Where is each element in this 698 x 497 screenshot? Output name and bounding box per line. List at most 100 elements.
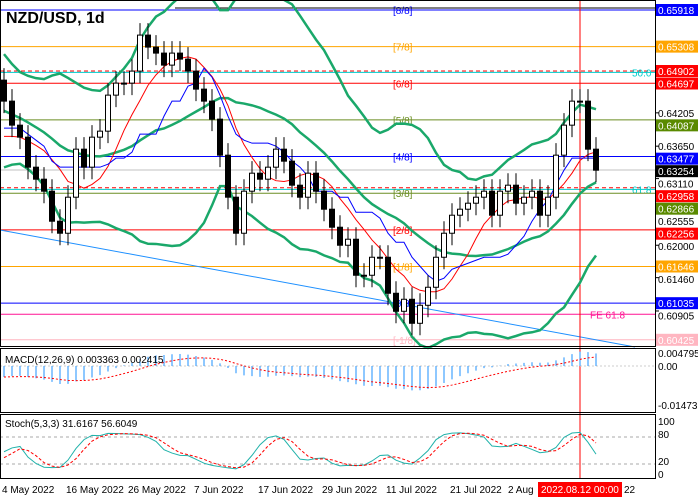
price-tag-text: 0.62958 — [658, 192, 695, 203]
candle — [297, 173, 303, 210]
candle — [49, 179, 55, 234]
candle — [89, 125, 95, 180]
candle-body — [25, 136, 31, 168]
candle-body — [145, 34, 151, 48]
candle-body — [545, 196, 551, 216]
candle — [417, 293, 423, 336]
price-tag — [656, 260, 698, 273]
candle-body — [401, 298, 407, 312]
candle-body — [441, 232, 447, 258]
bb-lower — [3, 162, 598, 350]
candle — [401, 287, 407, 324]
macd-panel — [0, 351, 655, 391]
level-label: [7/8] — [393, 43, 413, 54]
candle — [353, 227, 359, 288]
candle — [425, 275, 431, 318]
price-tick-label: 0.60905 — [658, 312, 695, 323]
candle — [281, 137, 287, 174]
candle — [241, 179, 247, 246]
candle-body — [81, 148, 87, 168]
stoch-label: Stoch(5,3,3) 31.6167 56.6049 — [5, 419, 138, 430]
x-axis-labels: 4 May 2022 16 May 2022 26 May 2022 7 Jun 20… — [2, 482, 636, 497]
candle-body — [473, 196, 479, 204]
macd-label: MACD(12,26,9) 0.003363 0.002415 — [5, 355, 164, 366]
candle-body — [393, 292, 399, 312]
x-axis-label: 11 Jul 2022 — [386, 485, 437, 496]
candle — [385, 245, 391, 306]
candle — [113, 71, 119, 108]
candle — [393, 281, 399, 324]
candle-body — [273, 148, 279, 168]
candle — [17, 113, 23, 150]
x-axis-label: 17 Jun 2022 — [258, 485, 313, 496]
candle — [305, 161, 311, 210]
candle — [177, 41, 183, 72]
price-tag-text: 0.64902 — [658, 67, 695, 78]
candle-body — [249, 172, 255, 192]
price-tick-label: 0.62000 — [658, 242, 695, 253]
candle — [321, 179, 327, 222]
candle — [337, 215, 343, 258]
candle-body — [33, 166, 39, 180]
candle-body — [41, 178, 47, 192]
candle-body — [449, 214, 455, 234]
stoch-frame — [0, 414, 656, 479]
candle — [521, 185, 527, 216]
candle — [9, 89, 15, 138]
axes: 0.65918 0.65308 0.64902 0.64697 0.642050.640… — [0, 0, 698, 481]
candle-body — [433, 256, 439, 288]
candle-body — [417, 304, 423, 324]
candle — [225, 143, 231, 210]
level-label: FE 61.8 — [590, 310, 625, 321]
candle-body — [329, 208, 335, 228]
candle-body — [49, 190, 55, 222]
candle — [257, 161, 263, 192]
candle — [185, 47, 191, 84]
candle-body — [521, 196, 527, 204]
candle — [441, 221, 447, 270]
candle — [209, 89, 215, 132]
candle — [433, 245, 439, 300]
candle-body — [137, 34, 143, 72]
candle-body — [577, 100, 583, 103]
price-tag — [656, 4, 698, 16]
price-tag-text: 0.63477 — [658, 155, 695, 166]
macd-frame — [0, 348, 656, 413]
x-axis-label: 2 Aug — [508, 485, 534, 496]
price-tag — [656, 190, 698, 203]
x-axis-label: 7 Jun 2022 — [194, 485, 244, 496]
x-axis-label: 26 May 2022 — [128, 485, 186, 496]
price-tag-text: 0.64087 — [658, 121, 695, 132]
price-tag — [656, 297, 698, 310]
stoch-k — [3, 431, 597, 470]
x-axis-label: 21 Jul 2022 — [450, 485, 502, 496]
candle — [449, 203, 455, 246]
candle — [25, 125, 31, 180]
x-axis-label: 16 May 2022 — [66, 485, 124, 496]
macd-axis-label: 0.00 — [658, 362, 678, 373]
candle — [545, 185, 551, 228]
stoch-axis-label: 20 — [658, 457, 670, 468]
candle — [41, 167, 47, 204]
candle — [513, 173, 519, 216]
price-tag — [656, 152, 698, 165]
candle-body — [497, 190, 503, 216]
candle — [577, 89, 583, 114]
price-tag-text: 0.64697 — [658, 80, 695, 91]
price-tag-text: 0.62256 — [658, 230, 695, 241]
candle-body — [89, 136, 95, 168]
candle — [217, 107, 223, 168]
candle — [1, 68, 7, 114]
stoch-d — [3, 432, 597, 469]
trend-line — [0, 229, 636, 348]
candle-body — [1, 79, 7, 102]
candle-body — [529, 190, 535, 198]
main-frame — [0, 0, 656, 347]
price-tag-text: 0.63254 — [658, 167, 695, 178]
candle-body — [321, 190, 327, 210]
candle-body — [569, 100, 575, 126]
candle-body — [97, 130, 103, 138]
candle-body — [217, 118, 223, 156]
